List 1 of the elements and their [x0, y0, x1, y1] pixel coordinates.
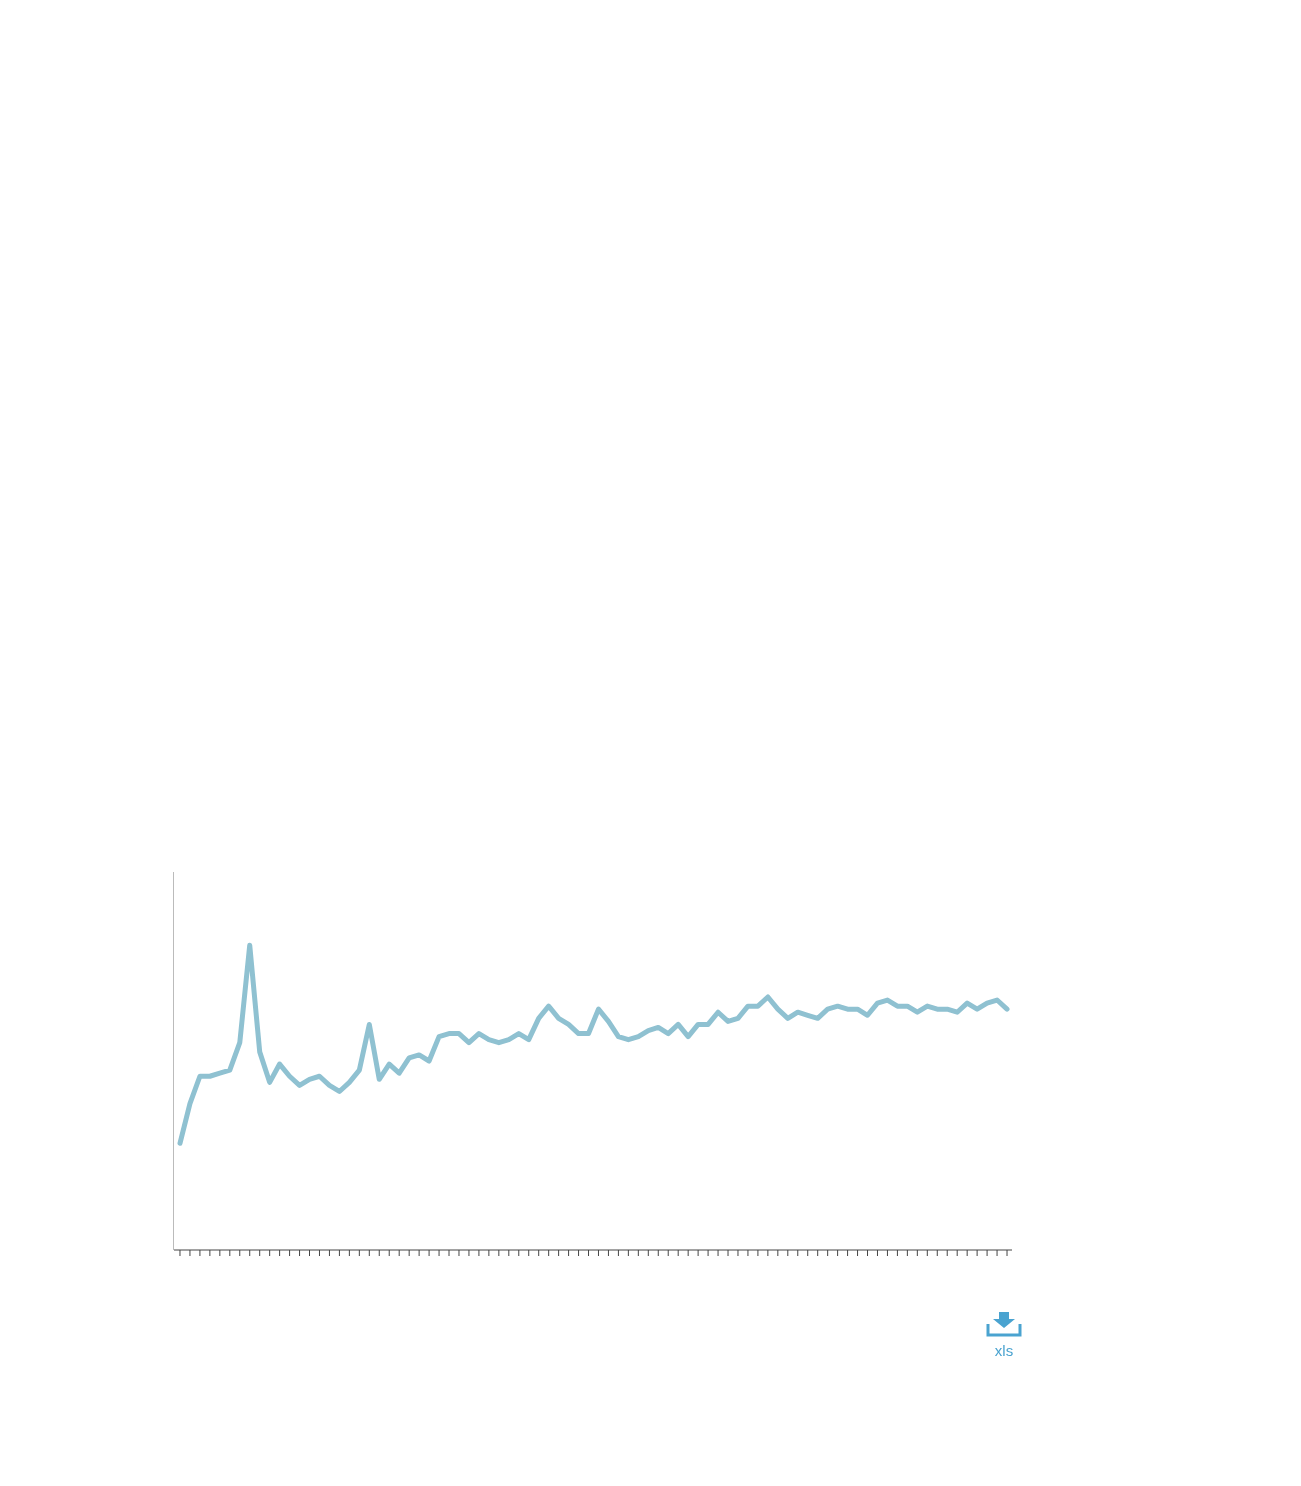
text: xls	[993, 1342, 1015, 1359]
